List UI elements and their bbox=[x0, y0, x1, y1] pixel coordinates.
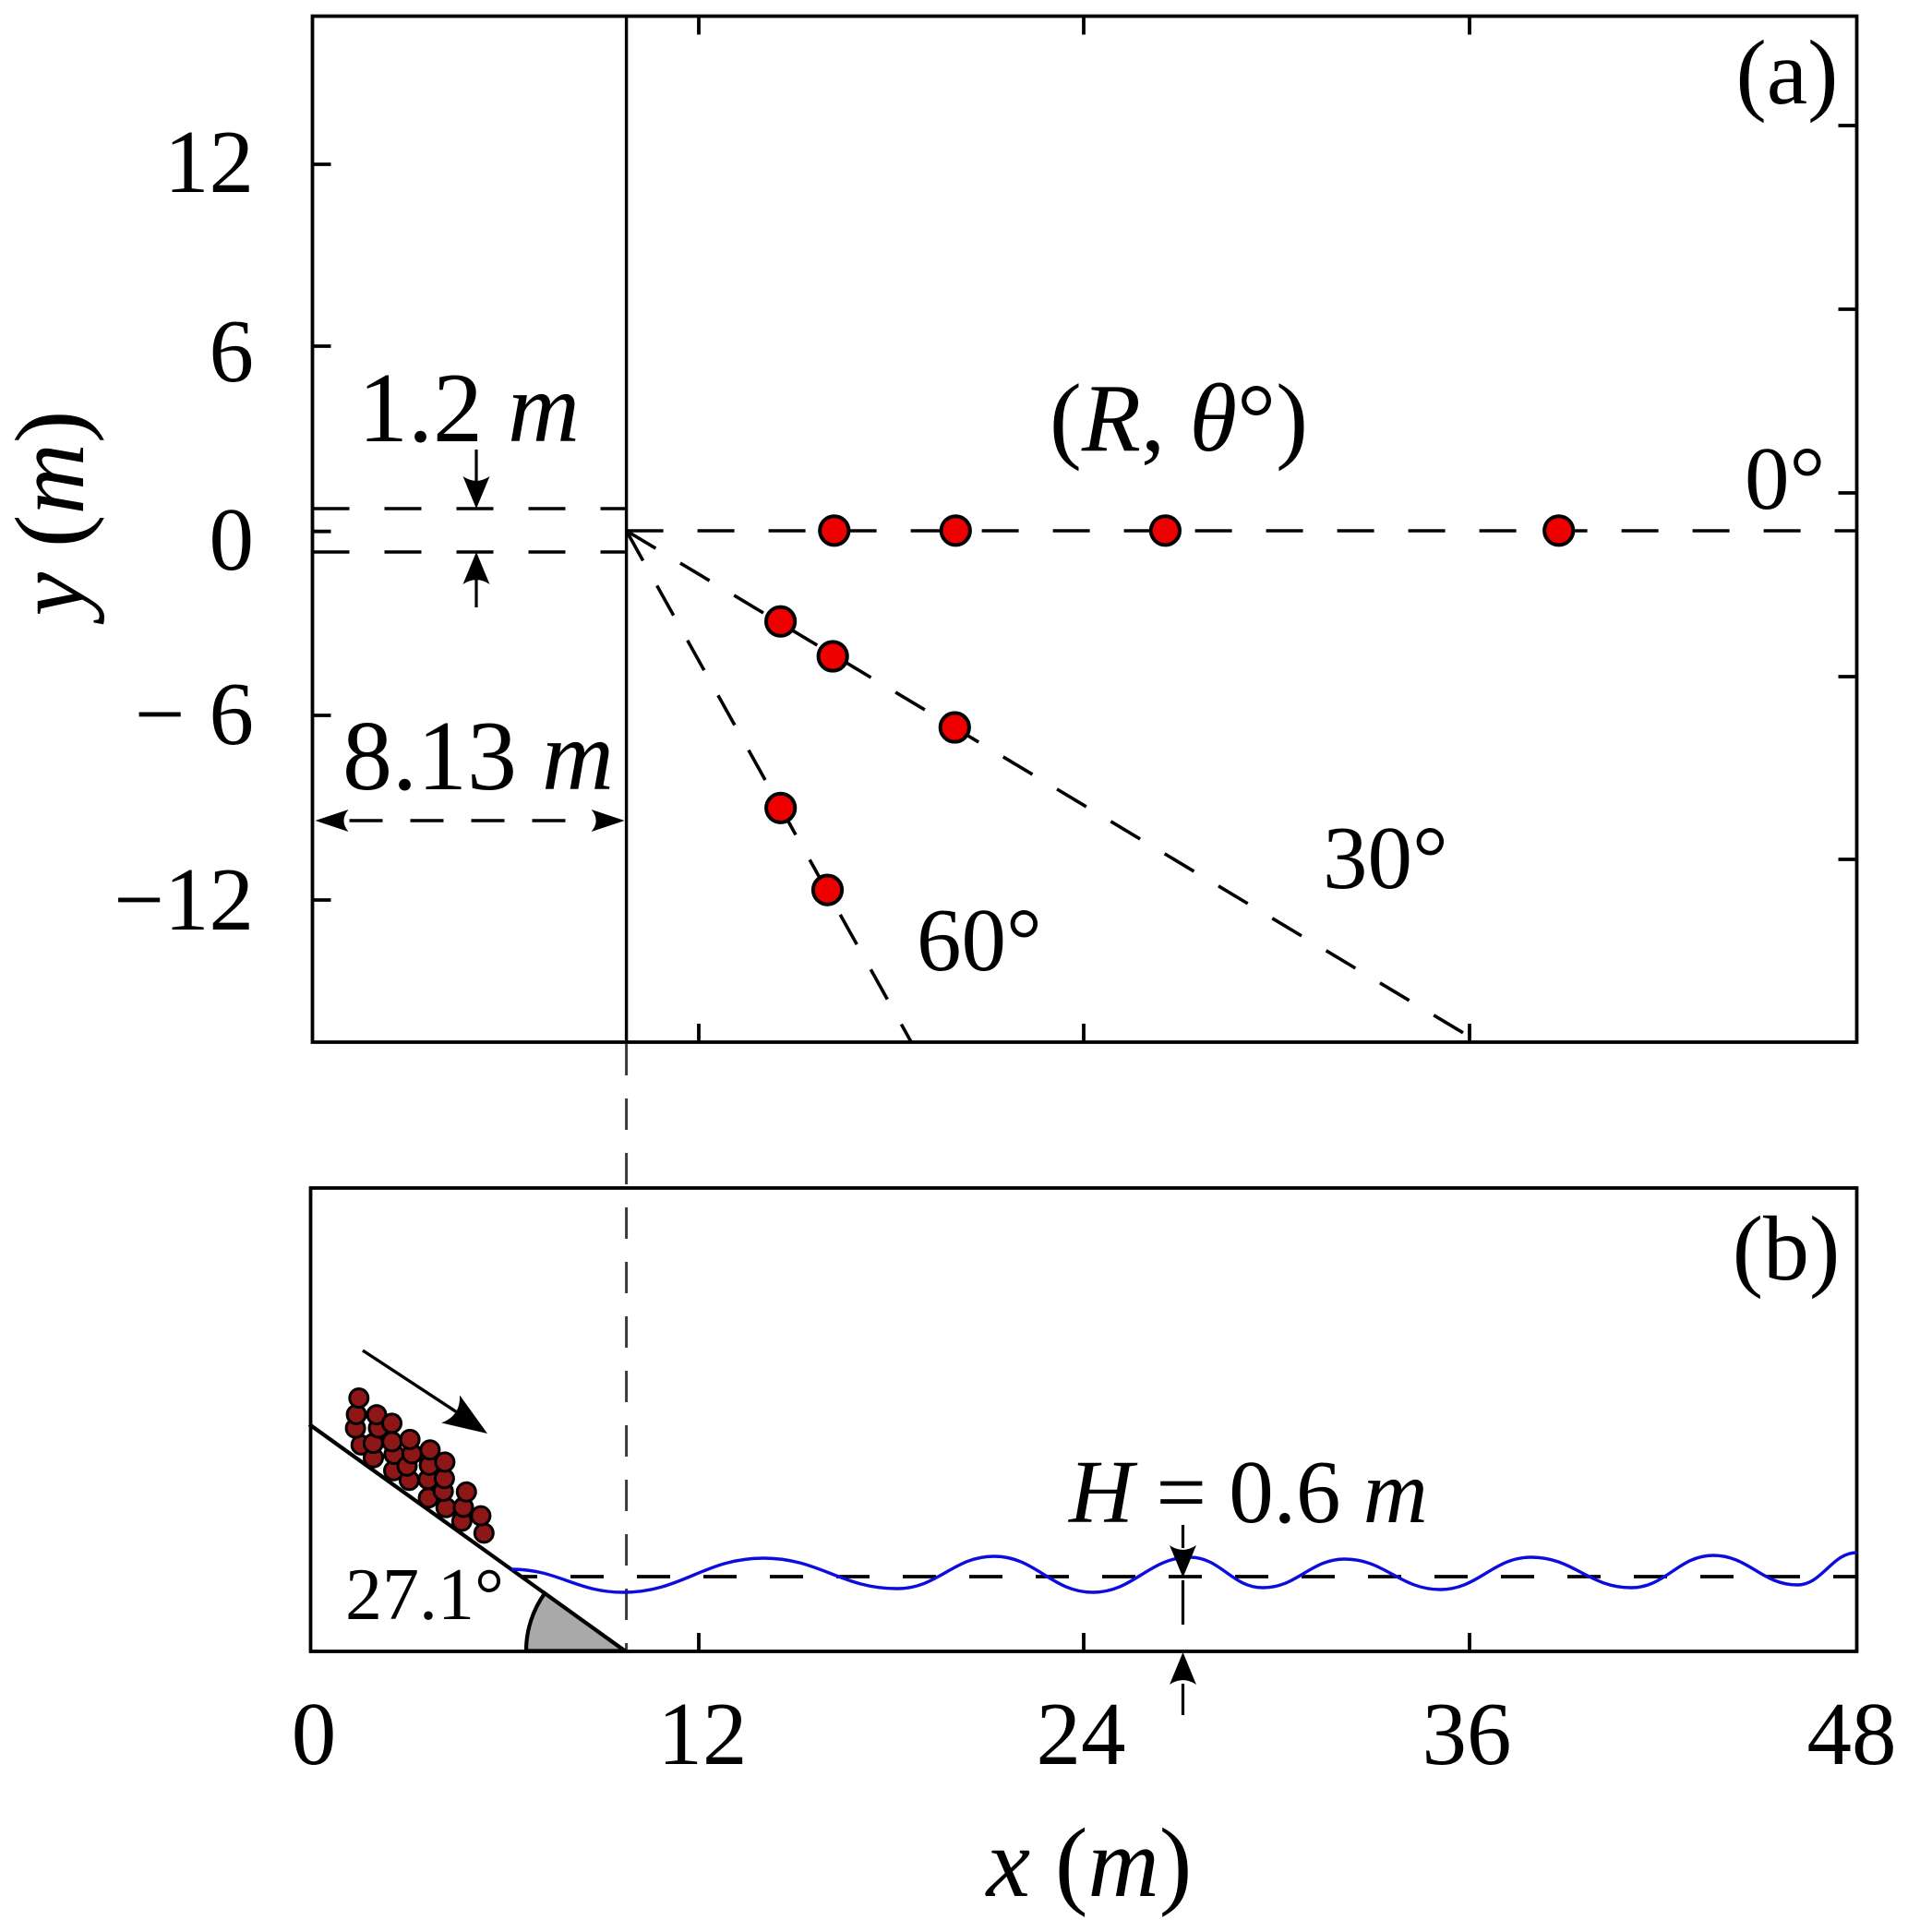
svg-text:y (m): y (m) bbox=[0, 411, 105, 625]
svg-text:x (m): x (m) bbox=[985, 1809, 1193, 1918]
svg-text:12: 12 bbox=[164, 113, 254, 211]
svg-text:0: 0 bbox=[292, 1685, 337, 1783]
svg-text:12: 12 bbox=[658, 1685, 748, 1783]
svg-text:−12: −12 bbox=[114, 850, 254, 949]
svg-text:1.2 m: 1.2 m bbox=[358, 354, 580, 463]
svg-text:H = 0.6 m: H = 0.6 m bbox=[1067, 1443, 1428, 1542]
svg-text:24: 24 bbox=[1037, 1685, 1126, 1783]
svg-text:(R, θ°): (R, θ°) bbox=[1050, 364, 1308, 472]
svg-text:6: 6 bbox=[210, 302, 255, 401]
svg-text:(b): (b) bbox=[1733, 1197, 1841, 1300]
svg-text:30°: 30° bbox=[1323, 809, 1448, 907]
svg-text:(a): (a) bbox=[1736, 21, 1839, 124]
svg-text:27.1°: 27.1° bbox=[345, 1554, 504, 1636]
svg-text:60°: 60° bbox=[917, 891, 1042, 990]
svg-text:8.13 m: 8.13 m bbox=[342, 702, 614, 811]
svg-text:0°: 0° bbox=[1745, 429, 1825, 528]
svg-text:0: 0 bbox=[210, 490, 255, 589]
svg-text:36: 36 bbox=[1422, 1685, 1512, 1783]
svg-text:48: 48 bbox=[1807, 1685, 1897, 1783]
